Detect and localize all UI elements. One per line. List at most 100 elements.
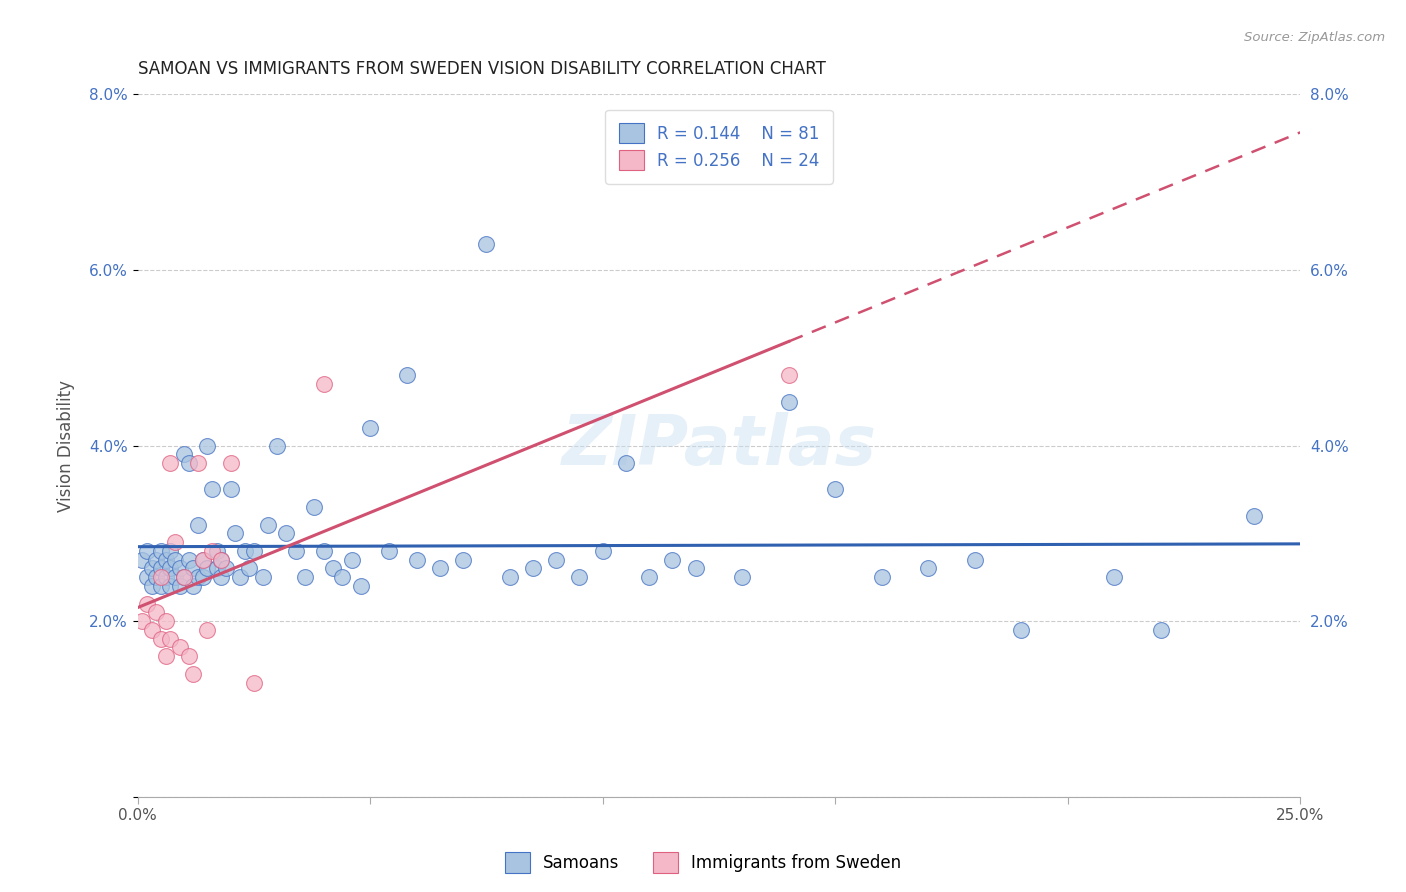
Point	[159, 632, 181, 646]
Point	[1243, 508, 1265, 523]
Point	[201, 544, 224, 558]
Point	[238, 561, 260, 575]
Point	[149, 561, 172, 575]
Point	[276, 526, 298, 541]
Point	[778, 368, 800, 383]
Point	[378, 544, 401, 558]
Point	[173, 570, 195, 584]
Point	[312, 544, 335, 558]
Y-axis label: Vision Disability: Vision Disability	[58, 380, 75, 511]
Point	[294, 570, 316, 584]
Point	[322, 561, 344, 575]
Point	[159, 456, 181, 470]
Point	[685, 561, 707, 575]
Point	[173, 447, 195, 461]
Point	[405, 552, 427, 566]
Point	[197, 438, 219, 452]
Point	[163, 570, 186, 584]
Point	[778, 394, 800, 409]
Point	[187, 456, 209, 470]
Point	[149, 579, 172, 593]
Point	[284, 544, 307, 558]
Point	[1102, 570, 1125, 584]
Point	[191, 552, 214, 566]
Point	[201, 483, 224, 497]
Point	[183, 579, 205, 593]
Point	[304, 500, 326, 514]
Point	[661, 552, 683, 566]
Point	[824, 483, 846, 497]
Point	[163, 552, 186, 566]
Point	[136, 544, 159, 558]
Point	[149, 570, 172, 584]
Point	[155, 649, 177, 664]
Legend: R = 0.144    N = 81, R = 0.256    N = 24: R = 0.144 N = 81, R = 0.256 N = 24	[605, 110, 832, 184]
Point	[191, 570, 214, 584]
Text: Source: ZipAtlas.com: Source: ZipAtlas.com	[1244, 31, 1385, 45]
Point	[187, 517, 209, 532]
Point	[141, 579, 163, 593]
Point	[131, 614, 153, 628]
Point	[350, 579, 373, 593]
Point	[145, 552, 167, 566]
Point	[312, 377, 335, 392]
Point	[149, 544, 172, 558]
Point	[592, 544, 614, 558]
Point	[266, 438, 288, 452]
Point	[396, 368, 419, 383]
Point	[252, 570, 274, 584]
Point	[330, 570, 353, 584]
Point	[197, 561, 219, 575]
Point	[169, 561, 191, 575]
Point	[429, 561, 451, 575]
Point	[205, 544, 228, 558]
Point	[183, 666, 205, 681]
Text: ZIPatlas: ZIPatlas	[561, 412, 876, 479]
Point	[159, 544, 181, 558]
Point	[233, 544, 256, 558]
Text: SAMOAN VS IMMIGRANTS FROM SWEDEN VISION DISABILITY CORRELATION CHART: SAMOAN VS IMMIGRANTS FROM SWEDEN VISION …	[138, 60, 825, 78]
Point	[219, 483, 242, 497]
Point	[136, 597, 159, 611]
Point	[155, 614, 177, 628]
Point	[475, 236, 498, 251]
Point	[145, 570, 167, 584]
Point	[209, 570, 232, 584]
Point	[177, 552, 200, 566]
Point	[614, 456, 637, 470]
Point	[131, 552, 153, 566]
Point	[136, 570, 159, 584]
Point	[149, 632, 172, 646]
Point	[159, 561, 181, 575]
Point	[197, 623, 219, 637]
Point	[183, 561, 205, 575]
Point	[177, 456, 200, 470]
Point	[145, 605, 167, 619]
Legend: Samoans, Immigrants from Sweden: Samoans, Immigrants from Sweden	[498, 846, 908, 880]
Point	[243, 675, 266, 690]
Point	[155, 552, 177, 566]
Point	[191, 552, 214, 566]
Point	[209, 552, 232, 566]
Point	[546, 552, 568, 566]
Point	[141, 561, 163, 575]
Point	[1010, 623, 1032, 637]
Point	[870, 570, 893, 584]
Point	[169, 579, 191, 593]
Point	[522, 561, 544, 575]
Point	[209, 552, 232, 566]
Point	[187, 570, 209, 584]
Point	[499, 570, 522, 584]
Point	[340, 552, 363, 566]
Point	[451, 552, 474, 566]
Point	[169, 640, 191, 655]
Point	[155, 570, 177, 584]
Point	[141, 623, 163, 637]
Point	[731, 570, 754, 584]
Point	[568, 570, 591, 584]
Point	[963, 552, 986, 566]
Point	[257, 517, 280, 532]
Point	[159, 579, 181, 593]
Point	[917, 561, 939, 575]
Point	[163, 535, 186, 549]
